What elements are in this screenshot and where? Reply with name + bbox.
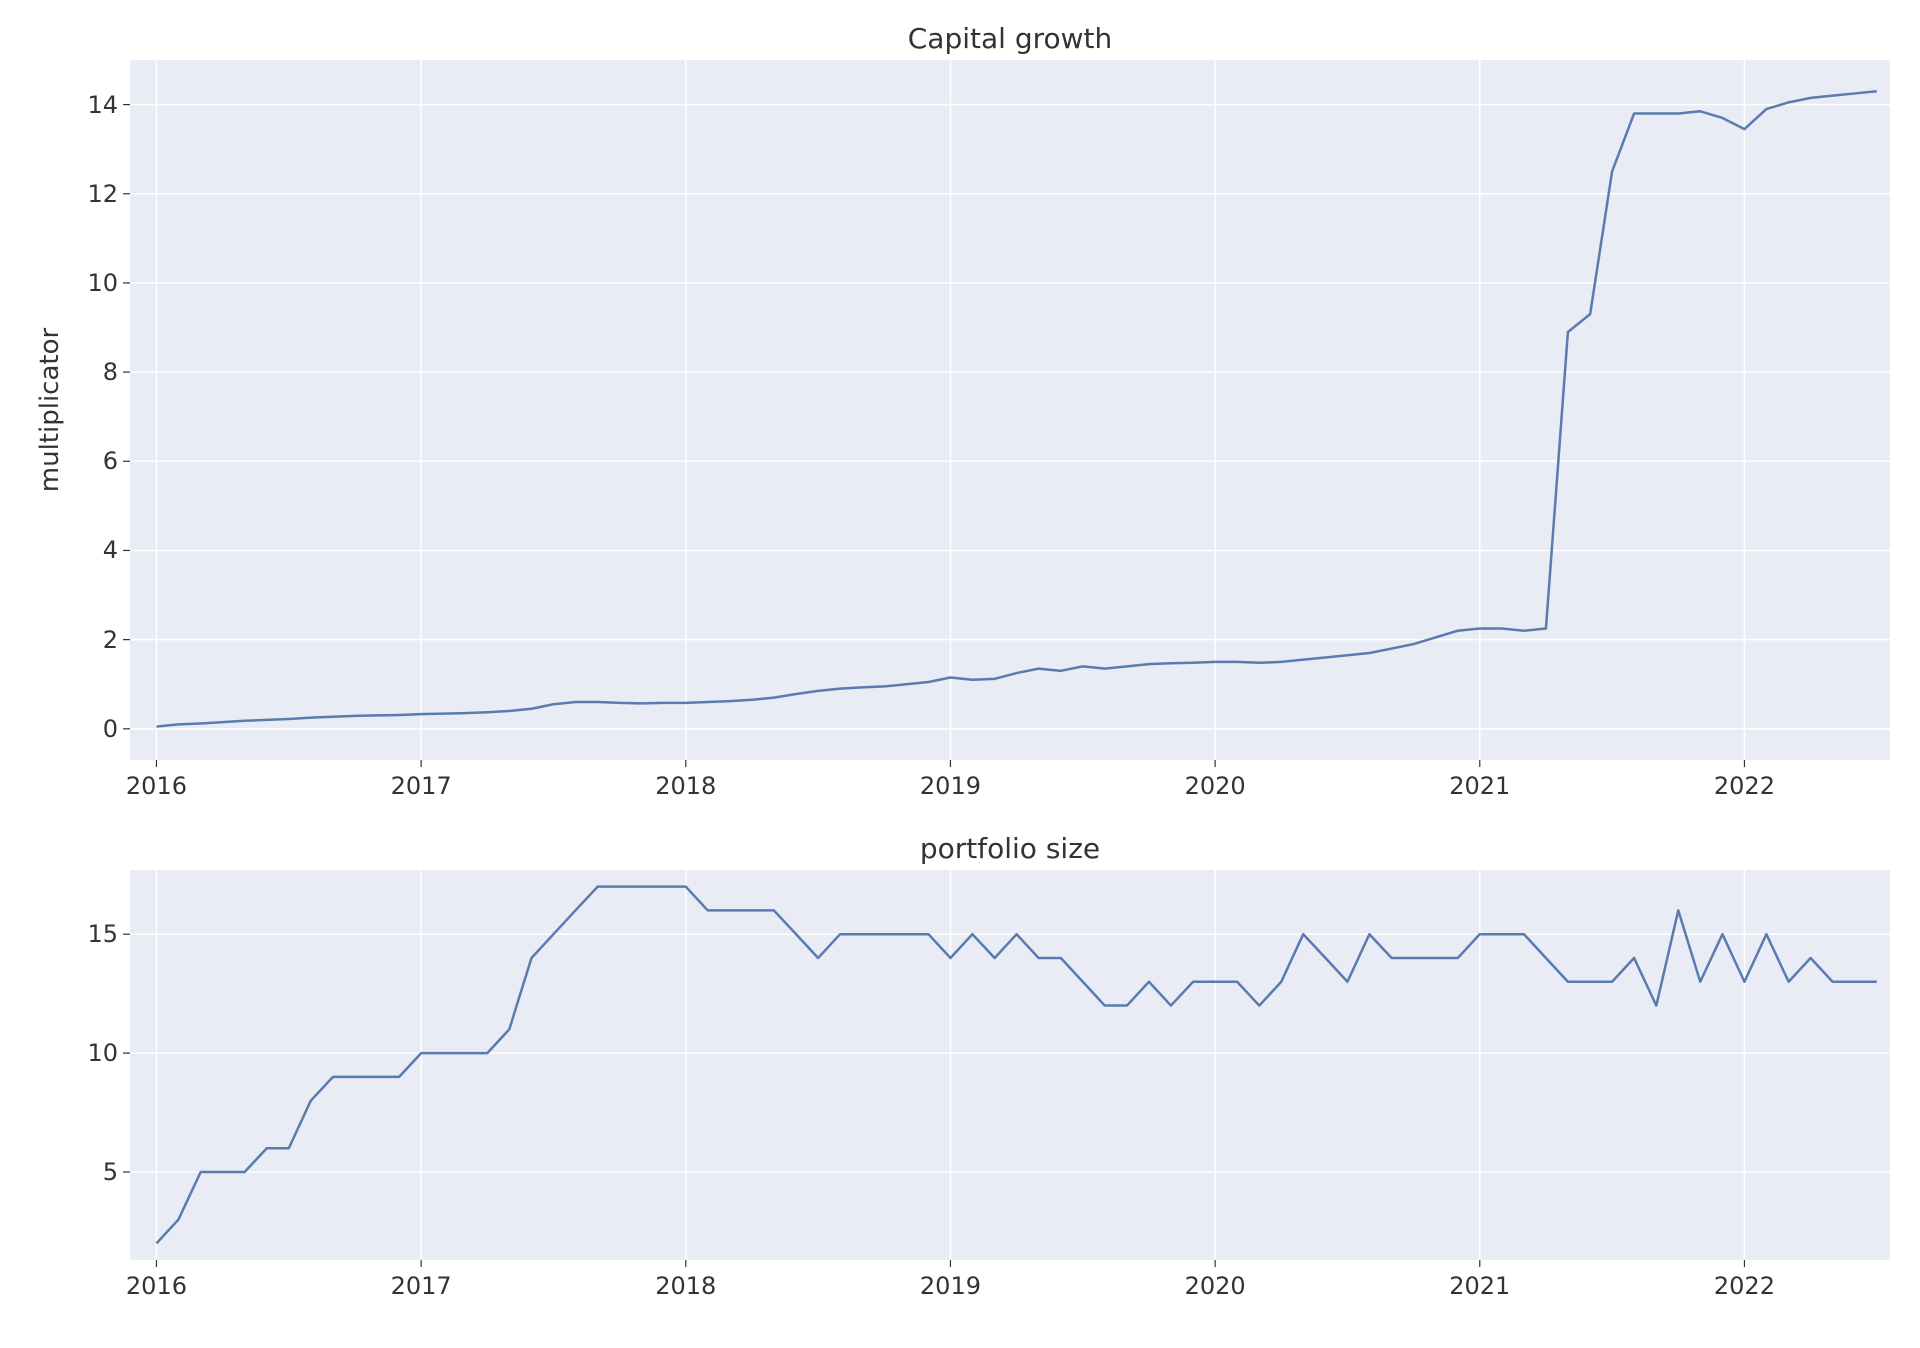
ytick-label: 6: [80, 447, 118, 475]
xtick-label: 2020: [1185, 772, 1246, 800]
xtick-label: 2021: [1449, 1272, 1510, 1300]
figure: Capital growth multiplicator 20162017201…: [0, 0, 1920, 1348]
xtick-label: 2022: [1714, 772, 1775, 800]
xtick-label: 2017: [391, 1272, 452, 1300]
ytick-label: 14: [80, 91, 118, 119]
xtick-label: 2017: [391, 772, 452, 800]
top-chart-ylabel: multiplicator: [35, 60, 65, 760]
xtick-label: 2019: [920, 1272, 981, 1300]
data-line: [156, 91, 1876, 726]
xtick-label: 2018: [655, 772, 716, 800]
top-chart-plot-area: [130, 60, 1890, 760]
ytick-label: 5: [80, 1158, 118, 1186]
ytick-label: 8: [80, 358, 118, 386]
xtick-label: 2016: [126, 772, 187, 800]
bottom-chart-title: portfolio size: [130, 832, 1890, 865]
ytick-label: 10: [80, 269, 118, 297]
xtick-label: 2021: [1449, 772, 1510, 800]
xtick-label: 2022: [1714, 1272, 1775, 1300]
xtick-label: 2020: [1185, 1272, 1246, 1300]
ytick-label: 4: [80, 536, 118, 564]
ytick-label: 15: [80, 920, 118, 948]
xtick-label: 2018: [655, 1272, 716, 1300]
top-chart-svg: [130, 60, 1890, 760]
data-line: [156, 887, 1876, 1244]
ytick-label: 10: [80, 1039, 118, 1067]
bottom-chart-svg: [130, 870, 1890, 1260]
ytick-label: 2: [80, 626, 118, 654]
xtick-label: 2019: [920, 772, 981, 800]
ytick-label: 12: [80, 180, 118, 208]
xtick-label: 2016: [126, 1272, 187, 1300]
ytick-label: 0: [80, 715, 118, 743]
bottom-chart-plot-area: [130, 870, 1890, 1260]
top-chart-title: Capital growth: [130, 22, 1890, 55]
